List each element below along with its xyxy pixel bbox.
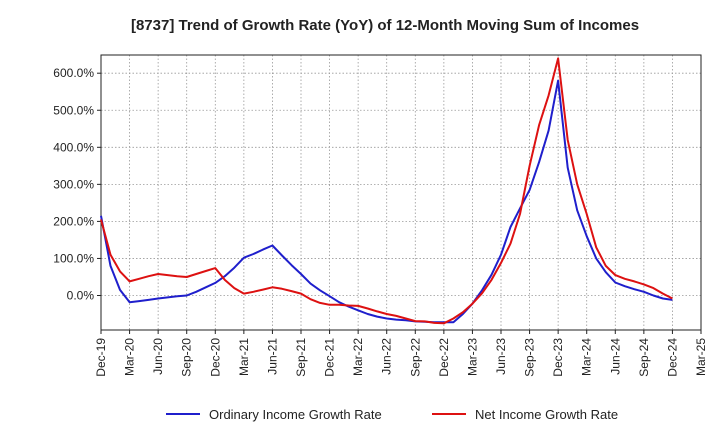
y-tick-label: 0.0% bbox=[67, 289, 95, 303]
legend-label: Net Income Growth Rate bbox=[475, 407, 618, 422]
x-tick-label: Dec-22 bbox=[437, 338, 451, 377]
y-tick-label: 400.0% bbox=[53, 140, 94, 154]
x-tick-label: Jun-21 bbox=[265, 338, 279, 375]
chart-title: [8737] Trend of Growth Rate (YoY) of 12-… bbox=[131, 17, 639, 34]
series-line-net-income bbox=[100, 57, 673, 325]
y-tick-label: 300.0% bbox=[53, 177, 94, 191]
y-tick-label: 200.0% bbox=[53, 214, 94, 228]
legend-label: Ordinary Income Growth Rate bbox=[209, 407, 382, 422]
x-tick-label: Dec-19 bbox=[94, 338, 108, 377]
x-tick-label: Jun-22 bbox=[380, 338, 394, 375]
x-tick-label: Sep-20 bbox=[180, 338, 194, 377]
x-tick-label: Mar-20 bbox=[123, 338, 137, 376]
x-tick-label: Sep-21 bbox=[294, 338, 308, 377]
x-tick-label: Mar-24 bbox=[580, 338, 594, 376]
series-line-ordinary-income bbox=[100, 79, 673, 324]
x-tick-label: Mar-21 bbox=[237, 338, 251, 376]
x-tick-label: Jun-20 bbox=[151, 338, 165, 375]
x-tick-label: Dec-21 bbox=[323, 338, 337, 377]
x-tick-label: Dec-20 bbox=[208, 338, 222, 377]
axis-layer: Dec-19 Mar-20 Jun-20 Sep-20 Dec-20 Mar-21 Jun-… bbox=[53, 66, 708, 377]
x-tick-label: Dec-24 bbox=[665, 338, 679, 377]
grid-layer bbox=[101, 55, 701, 330]
x-tick-label: Sep-24 bbox=[637, 338, 651, 377]
x-tick-label: Sep-22 bbox=[408, 338, 422, 377]
x-tick-label: Mar-22 bbox=[351, 338, 365, 376]
x-tick-label: Dec-23 bbox=[551, 338, 565, 377]
x-tick-label: Jun-23 bbox=[494, 338, 508, 375]
x-tick-label: Mar-23 bbox=[465, 338, 479, 376]
x-tick-label: Sep-23 bbox=[523, 338, 537, 377]
y-tick-label: 500.0% bbox=[53, 103, 94, 117]
x-tick-label: Mar-25 bbox=[694, 338, 708, 376]
x-tick-label: Jun-24 bbox=[608, 338, 622, 375]
y-tick-label: 100.0% bbox=[53, 251, 94, 265]
y-tick-label: 600.0% bbox=[53, 66, 94, 80]
legend: Ordinary Income Growth Rate Net Income Gr… bbox=[166, 407, 618, 422]
plot-frame bbox=[100, 54, 702, 331]
series-layer bbox=[100, 57, 673, 325]
